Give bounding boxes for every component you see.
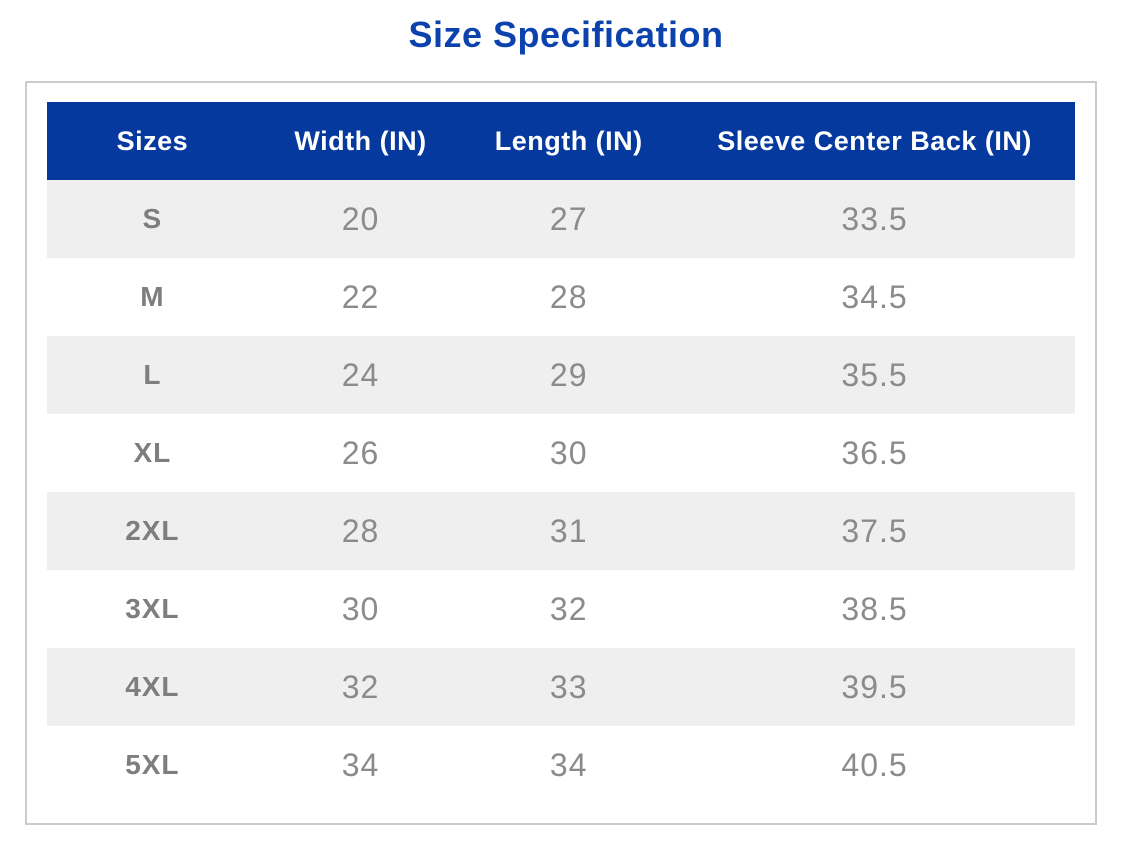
column-header-length: Length (IN) bbox=[463, 102, 675, 180]
table-row: S 20 27 33.5 bbox=[47, 180, 1075, 258]
length-cell: 33 bbox=[463, 648, 675, 726]
table-row: XL 26 30 36.5 bbox=[47, 414, 1075, 492]
table-row: 2XL 28 31 37.5 bbox=[47, 492, 1075, 570]
table-row: 4XL 32 33 39.5 bbox=[47, 648, 1075, 726]
sleeve-cell: 34.5 bbox=[674, 258, 1075, 336]
size-cell: S bbox=[47, 180, 258, 258]
sleeve-cell: 36.5 bbox=[674, 414, 1075, 492]
width-cell: 22 bbox=[257, 258, 464, 336]
size-cell: 5XL bbox=[47, 726, 258, 804]
table-row: 5XL 34 34 40.5 bbox=[47, 726, 1075, 804]
sleeve-cell: 40.5 bbox=[674, 726, 1075, 804]
length-cell: 27 bbox=[463, 180, 675, 258]
width-cell: 30 bbox=[257, 570, 464, 648]
width-cell: 34 bbox=[257, 726, 464, 804]
length-cell: 29 bbox=[463, 336, 675, 414]
length-cell: 30 bbox=[463, 414, 675, 492]
length-cell: 34 bbox=[463, 726, 675, 804]
size-cell: 2XL bbox=[47, 492, 258, 570]
size-specification-table: Sizes Width (IN) Length (IN) Sleeve Cent… bbox=[47, 102, 1075, 804]
size-cell: M bbox=[47, 258, 258, 336]
sleeve-cell: 33.5 bbox=[674, 180, 1075, 258]
width-cell: 20 bbox=[257, 180, 464, 258]
size-cell: 4XL bbox=[47, 648, 258, 726]
length-cell: 31 bbox=[463, 492, 675, 570]
table-row: M 22 28 34.5 bbox=[47, 258, 1075, 336]
length-cell: 28 bbox=[463, 258, 675, 336]
size-cell: 3XL bbox=[47, 570, 258, 648]
column-header-width: Width (IN) bbox=[257, 102, 464, 180]
table-header-row: Sizes Width (IN) Length (IN) Sleeve Cent… bbox=[47, 102, 1075, 180]
table-row: L 24 29 35.5 bbox=[47, 336, 1075, 414]
sleeve-cell: 39.5 bbox=[674, 648, 1075, 726]
column-header-sleeve: Sleeve Center Back (IN) bbox=[674, 102, 1075, 180]
table-row: 3XL 30 32 38.5 bbox=[47, 570, 1075, 648]
width-cell: 26 bbox=[257, 414, 464, 492]
width-cell: 28 bbox=[257, 492, 464, 570]
sleeve-cell: 37.5 bbox=[674, 492, 1075, 570]
size-cell: XL bbox=[47, 414, 258, 492]
size-table-card: Sizes Width (IN) Length (IN) Sleeve Cent… bbox=[25, 81, 1097, 825]
page-title: Size Specification bbox=[408, 14, 724, 55]
column-header-sizes: Sizes bbox=[47, 102, 258, 180]
width-cell: 32 bbox=[257, 648, 464, 726]
size-cell: L bbox=[47, 336, 258, 414]
sleeve-cell: 38.5 bbox=[674, 570, 1075, 648]
width-cell: 24 bbox=[257, 336, 464, 414]
length-cell: 32 bbox=[463, 570, 675, 648]
sleeve-cell: 35.5 bbox=[674, 336, 1075, 414]
